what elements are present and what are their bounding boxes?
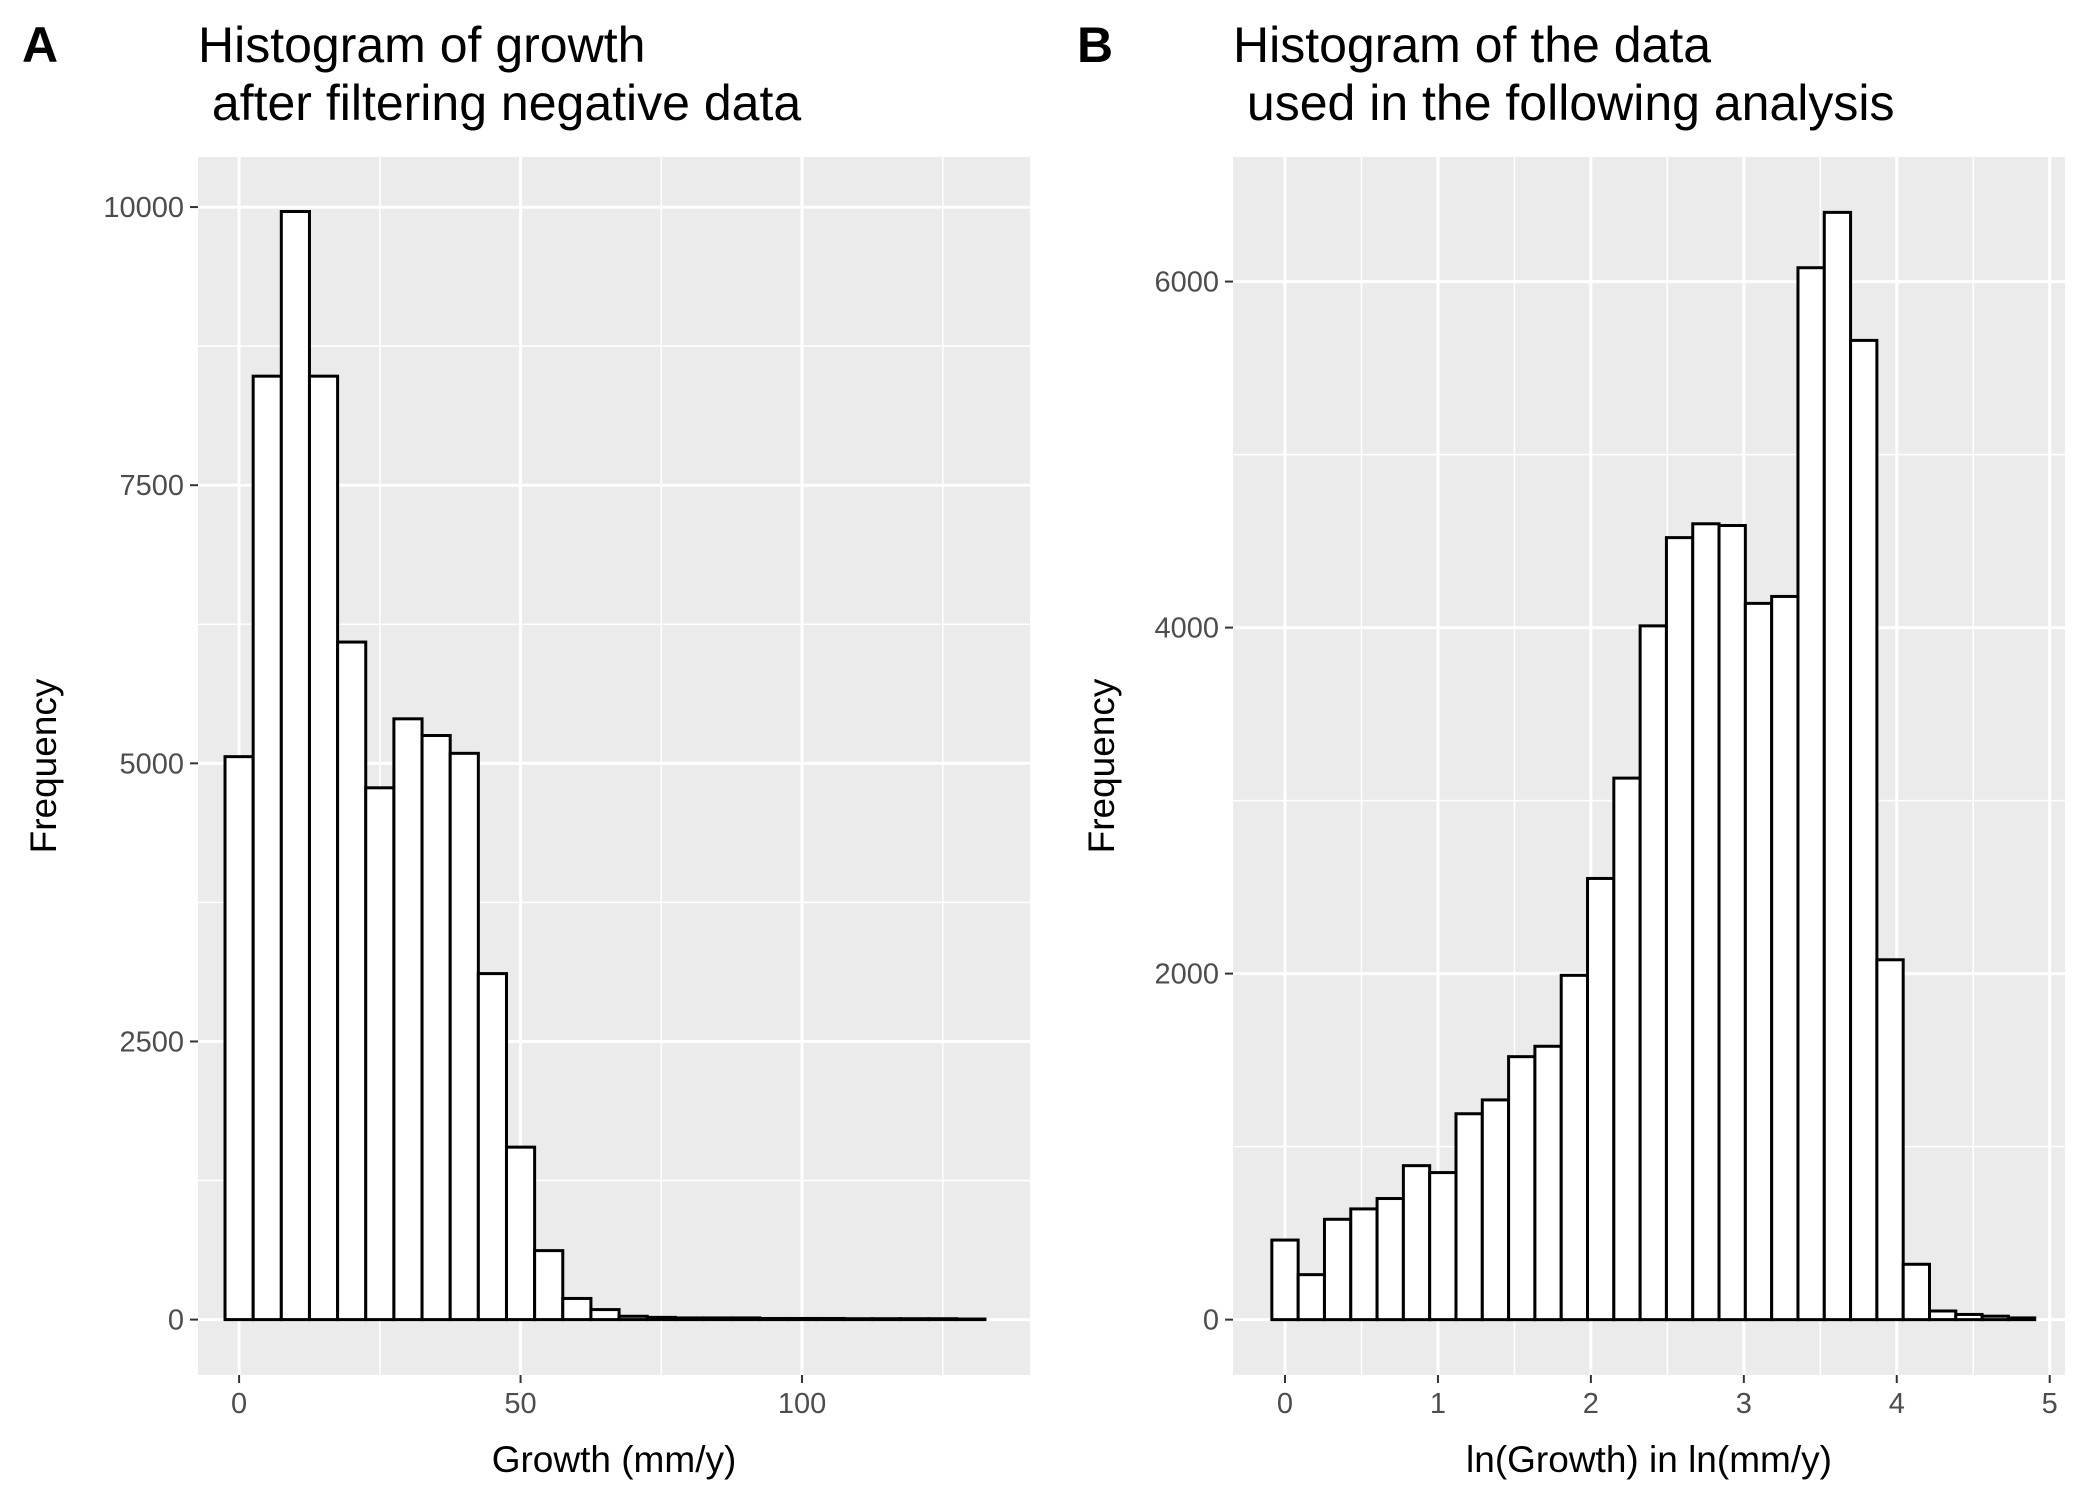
panel-a-y-axis-title: Frequency (23, 678, 64, 853)
panel-a-histogram-bar (617, 1314, 649, 1322)
panel-b-histogram-bar (1638, 624, 1668, 1322)
panel-b-histogram-bar (1612, 776, 1642, 1322)
panel-a-histogram-bar (448, 751, 480, 1322)
panel-b-histogram-bar (1743, 601, 1774, 1322)
panel-b-histogram-bar (1901, 1262, 1931, 1322)
panel-b-histogram-bar (1270, 1238, 1300, 1322)
panel-a-histogram-bar (336, 640, 368, 1322)
panel-a-histogram-bar (645, 1315, 677, 1322)
panel-a-histogram-bar (279, 210, 311, 1322)
panel-b-histogram-bar (1875, 958, 1905, 1322)
panel-b-histogram-bar (1322, 1217, 1353, 1322)
panel-b-histogram-bar (1770, 594, 1800, 1322)
panel-b-x-tick-label: 1 (1430, 1388, 1446, 1420)
panel-a-y-tick-label: 2500 (119, 1026, 184, 1058)
panel-a-x-tick-label: 50 (504, 1388, 536, 1420)
panel-a-histogram-bar (364, 786, 396, 1322)
panel-b-title-line-2: used in the following analysis (1233, 75, 1895, 131)
panel-b-histogram-bar (1480, 1098, 1511, 1322)
panel-b-histogram-bar (1296, 1273, 1326, 1322)
panel-a-histogram-bar (927, 1317, 959, 1322)
panel-a-histogram-bar (533, 1249, 565, 1322)
panel-b-histogram-bar (1428, 1171, 1458, 1322)
panel-a-histogram-bar (589, 1308, 621, 1322)
panel-a-histogram-bar (307, 374, 340, 1322)
panel-b-y-tick-label: 2000 (1154, 959, 1219, 991)
panel-b-x-axis: 0 1 2 3 4 5 (1277, 1375, 2058, 1420)
panel-b-histogram-bar (1849, 338, 1879, 1322)
panel-b-tag: B (1077, 17, 1113, 73)
panel-b-histogram-bar (1796, 266, 1826, 1322)
panel-a-histogram-bar (392, 717, 424, 1322)
panel-a-histogram-bar (842, 1317, 874, 1322)
panel-b-histogram-bar (1586, 876, 1616, 1322)
panel-b-histogram-bar (1822, 210, 1853, 1322)
panel-b-y-tick-label: 0 (1203, 1305, 1219, 1337)
panel-b-bars (1270, 210, 2037, 1322)
panel-a-histogram-bar (420, 734, 452, 1322)
panel-a-histogram-bar (561, 1296, 593, 1322)
panel-a-histogram-bar (702, 1316, 734, 1322)
panel-b-histogram-bar (1954, 1312, 1984, 1322)
panel-b-y-tick-label: 4000 (1154, 613, 1219, 645)
panel-a-tag: A (22, 17, 58, 73)
panel-a-title-line-2: after filtering negative data (198, 75, 801, 131)
panel-a-x-tick-label: 0 (231, 1388, 247, 1420)
panel-b-histogram-bar (1664, 536, 1695, 1322)
panel-b-histogram-bar (1691, 522, 1721, 1322)
panel-b-histogram-bar (1533, 1044, 1563, 1322)
panel-a-histogram-bar (730, 1316, 762, 1322)
panel-b-x-tick-label: 5 (2042, 1388, 2058, 1420)
panel-b-histogram-bar (1980, 1314, 2010, 1322)
panel-b-x-tick-label: 3 (1736, 1388, 1752, 1420)
panel-a-histogram-bar (814, 1316, 846, 1322)
panel-b-y-axis-title: Frequency (1081, 678, 1122, 853)
panel-a-y-tick-label: 0 (168, 1305, 184, 1337)
panel-a-histogram-bar (786, 1316, 818, 1322)
panel-b-title-line-1: Histogram of the data (1233, 17, 1711, 73)
panel-a-histogram-bar (955, 1317, 987, 1322)
panel-b-histogram-bar (1375, 1197, 1405, 1322)
panel-b-histogram-bar (1507, 1055, 1537, 1322)
panel-b-histogram-bar (1559, 973, 1590, 1322)
panel-a-title-line-1: Histogram of growth (198, 17, 645, 73)
panel-a-x-axis-title: Growth (mm/y) (492, 1439, 737, 1480)
panel-b-histogram-bar (1349, 1207, 1379, 1322)
panel-a-histogram-bar (673, 1316, 706, 1322)
panel-a: A Histogram of growth after filtering ne… (22, 17, 1030, 1480)
panel-a-y-tick-label: 5000 (119, 748, 184, 780)
panel-a-x-axis: 0 50 100 (231, 1375, 826, 1420)
panel-b: B Histogram of the data used in the foll… (1077, 17, 2065, 1480)
panel-a-histogram-bar (758, 1316, 790, 1322)
panel-a-y-tick-label: 7500 (119, 470, 184, 502)
panel-a-y-tick-label: 10000 (103, 192, 184, 224)
panel-b-x-axis-title: ln(Growth) in ln(mm/y) (1466, 1439, 1832, 1480)
panel-b-x-tick-label: 2 (1583, 1388, 1599, 1420)
panel-a-histogram-bar (223, 755, 255, 1322)
panel-a-histogram-bar (251, 374, 283, 1322)
panel-a-x-tick-label: 100 (778, 1388, 826, 1420)
panel-b-x-tick-label: 0 (1277, 1388, 1293, 1420)
panel-b-x-tick-label: 4 (1889, 1388, 1905, 1420)
panel-a-histogram-bar (476, 972, 508, 1322)
panel-b-histogram-bar (1454, 1112, 1484, 1322)
panel-a-histogram-bar (504, 1145, 537, 1322)
panel-b-histogram-bar (1927, 1309, 1958, 1322)
panel-a-y-axis: 0 2500 5000 7500 10000 (103, 192, 198, 1337)
panel-b-y-axis: 0 2000 4000 6000 (1154, 267, 1233, 1337)
panel-b-histogram-bar (1401, 1164, 1432, 1322)
panel-a-histogram-bar (870, 1317, 903, 1322)
panel-b-y-tick-label: 6000 (1154, 267, 1219, 299)
panel-b-histogram-bar (2006, 1316, 2037, 1322)
panel-a-bars (223, 210, 987, 1322)
panel-b-histogram-bar (1717, 524, 1747, 1322)
panel-a-histogram-bar (899, 1317, 931, 1322)
